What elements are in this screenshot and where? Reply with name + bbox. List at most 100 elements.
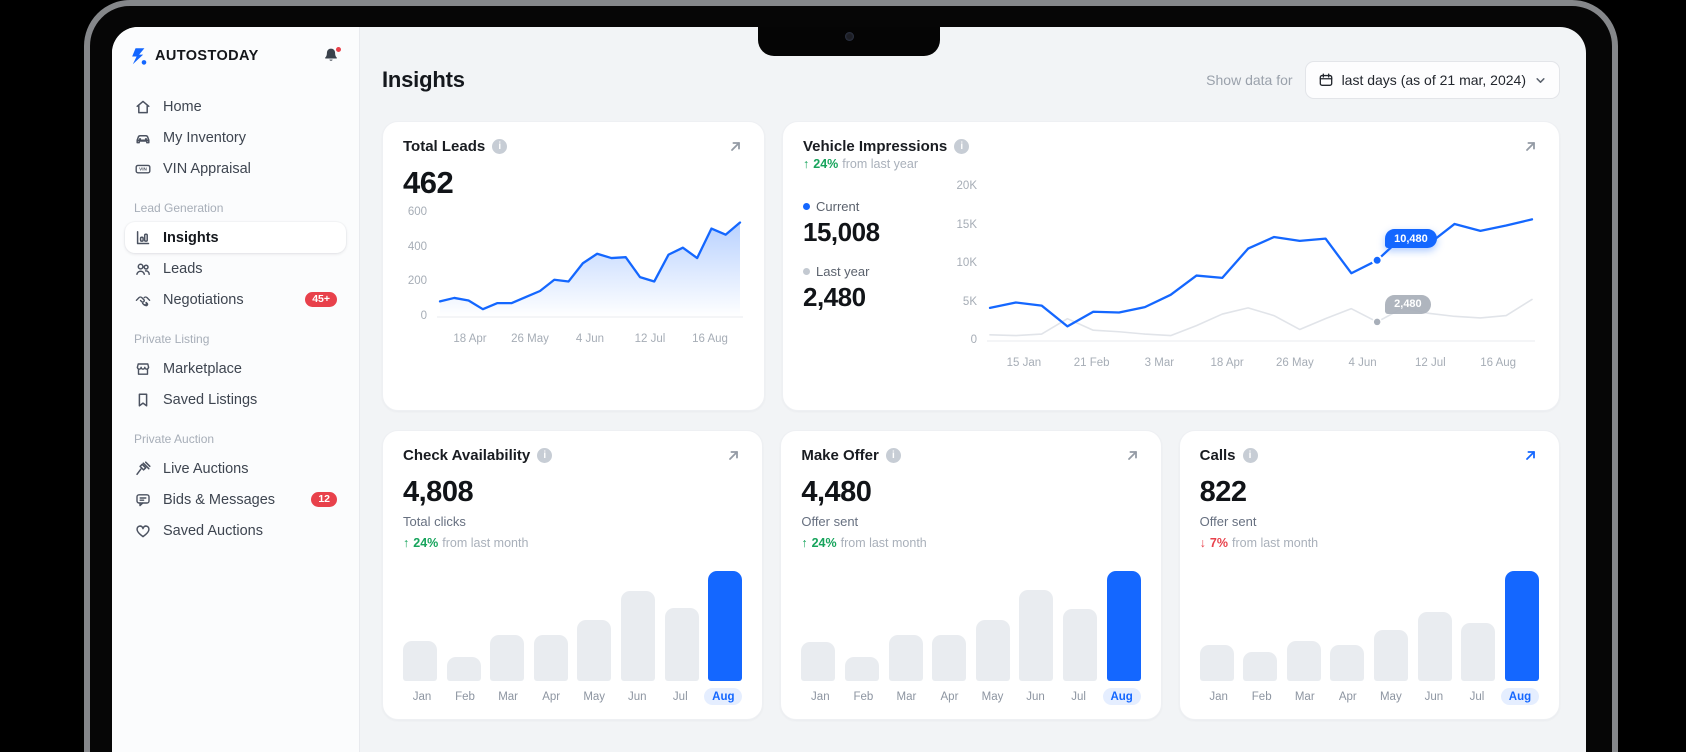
- bar-apr: [533, 635, 568, 681]
- insights-chart-icon: [134, 229, 152, 247]
- bar-apr: [932, 635, 967, 681]
- x-tick-label: 21 Feb: [1073, 357, 1110, 369]
- sidebar-item-marketplace[interactable]: Marketplace: [125, 353, 346, 384]
- sidebar-item-saved-listings[interactable]: Saved Listings: [125, 384, 346, 415]
- sidebar-item-negotiations[interactable]: Negotiations 45+: [125, 284, 346, 315]
- bar-label-mar: Mar: [896, 690, 917, 703]
- bar-label-feb: Feb: [455, 690, 475, 703]
- bar-label-may: May: [583, 690, 606, 703]
- x-tick-label: 26 May: [511, 333, 549, 345]
- make-offer-value: 4,480: [801, 476, 872, 508]
- bar-label-feb: Feb: [853, 690, 874, 703]
- sidebar-item-vin-appraisal[interactable]: VIN VIN Appraisal: [125, 153, 346, 184]
- expand-arrow-icon[interactable]: [1522, 447, 1539, 464]
- notifications-bell-icon[interactable]: [322, 46, 342, 66]
- bar-labels: Jan Feb Mar Apr May Jun Jul Aug: [403, 688, 743, 705]
- check-availability-sub: Total clicks: [403, 514, 466, 529]
- sidebar-item-insights[interactable]: Insights: [125, 222, 346, 253]
- bar-aug: [1106, 571, 1141, 681]
- trend-up-icon: ↑: [803, 157, 810, 171]
- sidebar-item-live-auctions[interactable]: Live Auctions: [125, 453, 346, 484]
- bar-label-jul: Jul: [1469, 690, 1485, 703]
- sidebar-item-saved-auctions[interactable]: Saved Auctions: [125, 515, 346, 546]
- sidebar-item-label: Insights: [163, 229, 219, 246]
- vehicle-impressions-stats: Current 15,008 Last year 2,480: [803, 175, 941, 369]
- chat-icon: [134, 491, 152, 509]
- bar-label-mar: Mar: [1294, 690, 1315, 703]
- info-icon[interactable]: [492, 139, 508, 154]
- main-content: Insights Show data for last days (as of …: [360, 27, 1586, 752]
- last-year-value: 2,480: [803, 282, 866, 312]
- expand-arrow-icon[interactable]: [1124, 447, 1141, 464]
- sidebar-item-leads[interactable]: Leads: [125, 253, 346, 284]
- bar-mar: [490, 635, 525, 681]
- calls-sub: Offer sent: [1199, 514, 1257, 529]
- kpi-row-bottom: Check Availability 4,808 Total clicks ↑2…: [382, 430, 1560, 720]
- bar-jun: [621, 591, 656, 681]
- people-icon: [134, 260, 152, 278]
- calendar-icon: [1318, 72, 1334, 88]
- bar-labels: Jan Feb Mar Apr May Jun Jul Aug: [801, 688, 1141, 705]
- bids-messages-badge: 12: [311, 491, 337, 508]
- y-tick-label: 5K: [962, 295, 977, 308]
- expand-arrow-icon[interactable]: [727, 138, 744, 155]
- card-title: Total Leads: [403, 138, 486, 155]
- sidebar-item-label: Home: [163, 98, 202, 115]
- info-icon[interactable]: [954, 139, 970, 154]
- info-icon[interactable]: [537, 448, 553, 463]
- card-title: Calls: [1199, 447, 1236, 464]
- section-title-lead-generation: Lead Generation: [134, 201, 224, 215]
- page-title: Insights: [382, 67, 465, 92]
- bar-jul: [1062, 609, 1097, 681]
- card-calls: Calls 822 Offer sent ↓7% from last month…: [1178, 430, 1560, 720]
- line-plot: [987, 218, 1535, 342]
- sidebar-item-my-inventory[interactable]: My Inventory: [125, 122, 346, 153]
- expand-arrow-icon[interactable]: [725, 447, 742, 464]
- app-window: AUTOSTODAY Home My Inventory VIN VIN A: [112, 27, 1586, 752]
- info-icon[interactable]: [1242, 448, 1258, 463]
- date-range-value: last days (as of 21 mar, 2024): [1341, 72, 1526, 88]
- bar-label-aug: Aug: [704, 688, 743, 705]
- chevron-down-icon: [1534, 74, 1547, 87]
- y-tick-label: 600: [407, 206, 427, 218]
- y-tick-label: 0: [420, 310, 427, 322]
- home-icon: [134, 98, 152, 116]
- sidebar-item-home[interactable]: Home: [125, 91, 346, 122]
- expand-arrow-icon[interactable]: [1522, 138, 1539, 155]
- sidebar-nav: Home My Inventory VIN VIN Appraisal Lead…: [125, 91, 346, 546]
- bar-jan: [1199, 645, 1234, 681]
- calls-delta: ↓ 7% from last month: [1199, 536, 1319, 550]
- camera-dot: [844, 32, 854, 41]
- card-make-offer: Make Offer 4,480 Offer sent ↑24% from la…: [780, 430, 1162, 720]
- svg-text:VIN: VIN: [139, 166, 147, 171]
- y-tick-label: 20K: [956, 180, 977, 192]
- bar-label-jan: Jan: [1209, 690, 1228, 703]
- check-availability-delta: ↑ 24% from last month: [403, 536, 529, 550]
- bar-aug: [708, 571, 743, 681]
- vin-badge-icon: VIN: [134, 160, 152, 178]
- info-icon[interactable]: [885, 448, 901, 463]
- x-tick-label: 18 Apr: [453, 333, 487, 345]
- y-tick-label: 400: [407, 240, 427, 253]
- bar-labels: Jan Feb Mar Apr May Jun Jul Aug: [1200, 688, 1539, 705]
- date-range-dropdown[interactable]: last days (as of 21 mar, 2024): [1304, 61, 1560, 99]
- legend-last-year: Last year: [803, 264, 941, 279]
- y-tick-label: 200: [407, 275, 427, 288]
- check-availability-bar-chart: Jan Feb Mar Apr May Jun Jul Aug: [403, 571, 743, 705]
- bar-label-mar: Mar: [498, 690, 518, 703]
- vehicle-impressions-delta: ↑ 24% from last year: [803, 157, 918, 171]
- x-tick-label: 12 Jul: [634, 333, 666, 345]
- bar-label-jul: Jul: [672, 690, 688, 703]
- bar-label-may: May: [981, 690, 1004, 703]
- legend-current: Current: [803, 199, 941, 214]
- check-availability-value: 4,808: [403, 476, 474, 508]
- sidebar-item-bids-messages[interactable]: Bids & Messages 12: [125, 484, 346, 515]
- bar-label-jun: Jun: [627, 690, 647, 703]
- bookmark-icon: [134, 391, 152, 409]
- section-title-private-listing: Private Listing: [134, 332, 210, 346]
- bar-may: [577, 620, 612, 681]
- bar-label-jun: Jun: [1424, 690, 1444, 703]
- bar-aug: [1504, 571, 1539, 681]
- brand-name: AUTOSTODAY: [155, 48, 259, 64]
